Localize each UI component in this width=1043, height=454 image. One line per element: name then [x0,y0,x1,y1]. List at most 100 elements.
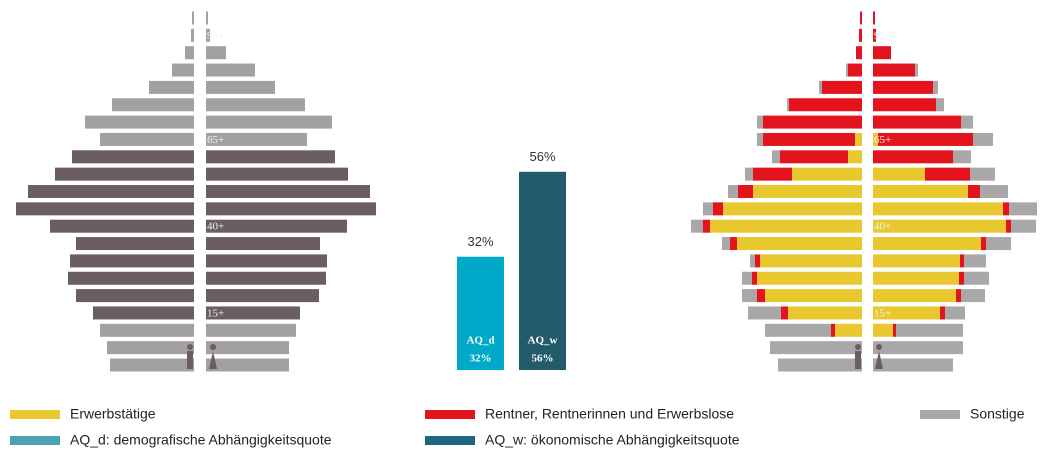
male-segment [860,11,862,25]
male-segment [757,289,765,303]
male-bar [50,219,194,233]
person-icon [187,351,193,369]
male-segment [738,185,753,198]
female-bar [206,98,305,112]
female-segment [961,289,985,303]
age-label: 15+ [874,307,891,319]
male-segment [848,150,862,164]
bar [519,171,566,370]
male-segment [765,289,862,303]
female-segment [964,271,989,285]
female-segment [873,219,1006,233]
female-segment [915,63,918,77]
female-segment [873,323,893,337]
legend-label: Sonstige [970,406,1025,422]
female-segment [964,254,986,268]
male-bar [107,341,194,355]
male-bar [192,11,194,25]
person-icon [855,344,861,350]
female-segment [873,341,963,355]
male-segment [753,167,792,181]
male-segment [703,202,713,216]
male-bar [16,202,194,216]
legend-label: AQ_d: demografische Abhängigkeitsquote [70,432,332,448]
male-segment [737,237,862,251]
female-segment [878,132,973,146]
female-segment [1009,202,1037,216]
female-bar [206,323,296,337]
female-bar [206,254,327,268]
age-label: 40+ [874,221,891,233]
male-segment [787,98,789,112]
female-bar [206,289,319,303]
bar-inner-value: 56% [532,353,554,365]
female-segment [873,46,891,60]
male-segment [753,185,862,198]
male-segment [856,46,862,60]
female-bar [206,46,226,60]
male-segment [780,150,848,164]
female-segment [873,358,953,372]
age-label: 65+ [207,134,224,146]
male-bar [93,306,194,320]
male-bar [76,289,194,303]
female-segment [940,306,945,320]
male-segment [722,237,730,251]
male-segment [789,98,862,112]
male-segment [745,167,753,181]
legend-label: AQ_w: ökonomische Abhängigkeitsquote [485,432,740,448]
female-segment [986,237,1011,251]
male-bar [100,132,194,146]
male-segment [778,358,862,372]
female-segment [933,80,938,94]
female-bar [206,28,210,42]
female-segment [936,98,944,112]
male-segment [703,219,710,233]
female-bar [206,132,307,146]
female-bar [206,306,300,320]
bar-category-label: AQ_w [528,335,558,347]
male-segment [755,254,760,268]
female-segment [980,185,1008,198]
male-segment [765,323,831,337]
age-label: 15+ [207,307,224,319]
female-segment [953,150,971,164]
male-bar [149,80,194,94]
male-segment [757,132,763,146]
legend-swatch [425,410,475,419]
male-segment [691,219,703,233]
male-segment [760,254,862,268]
male-segment [763,132,855,146]
bar [457,256,504,370]
female-segment [961,115,973,129]
female-bar [206,202,376,216]
female-segment [956,289,961,303]
male-segment [848,63,862,77]
female-segment [873,115,961,129]
male-segment [822,80,862,94]
male-segment [831,323,835,337]
male-segment [792,167,862,181]
male-bar [85,115,194,129]
female-segment [981,237,986,251]
legend-label: Erwerbstätige [70,406,156,422]
male-bar [172,63,194,77]
male-bar [185,46,194,60]
female-bar [206,237,320,251]
male-segment [859,28,862,42]
male-segment [728,185,738,198]
female-bar [206,219,347,233]
age-label: 95+ [874,30,891,42]
male-segment [710,219,862,233]
female-segment [970,167,995,181]
female-segment [945,306,965,320]
male-bar [28,185,194,198]
female-segment [873,11,875,25]
male-segment [757,271,862,285]
age-label: 95+ [207,30,224,42]
male-segment [752,271,757,285]
female-segment [873,28,876,42]
male-segment [742,271,752,285]
female-segment [873,63,915,77]
